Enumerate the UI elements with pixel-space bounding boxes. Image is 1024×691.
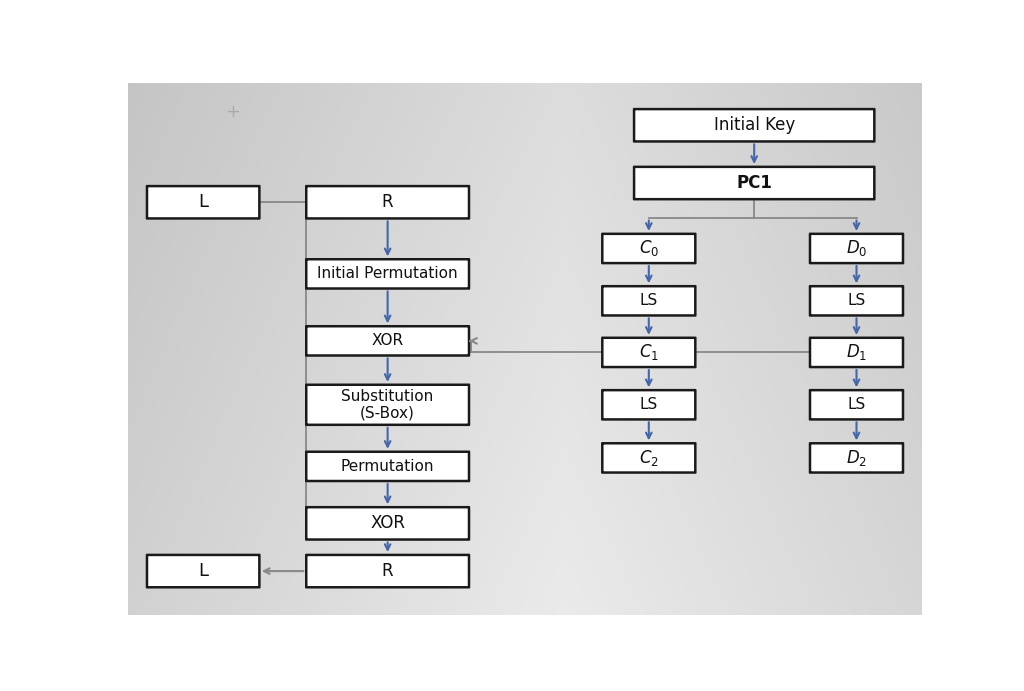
- Text: LS: LS: [640, 294, 658, 308]
- FancyBboxPatch shape: [810, 444, 903, 473]
- FancyBboxPatch shape: [147, 555, 259, 587]
- FancyBboxPatch shape: [306, 452, 469, 481]
- Text: LS: LS: [640, 397, 658, 413]
- FancyBboxPatch shape: [634, 167, 874, 199]
- Text: Permutation: Permutation: [341, 459, 434, 474]
- Text: LS: LS: [848, 294, 865, 308]
- FancyBboxPatch shape: [602, 234, 695, 263]
- Text: XOR: XOR: [370, 514, 406, 532]
- FancyBboxPatch shape: [306, 385, 469, 425]
- Text: $D_{0}$: $D_{0}$: [846, 238, 867, 258]
- FancyBboxPatch shape: [306, 259, 469, 289]
- FancyBboxPatch shape: [306, 507, 469, 540]
- FancyBboxPatch shape: [602, 390, 695, 419]
- FancyBboxPatch shape: [306, 326, 469, 355]
- FancyBboxPatch shape: [634, 109, 874, 142]
- FancyBboxPatch shape: [147, 186, 259, 218]
- FancyBboxPatch shape: [306, 186, 469, 218]
- FancyBboxPatch shape: [306, 555, 469, 587]
- Text: Initial Permutation: Initial Permutation: [317, 266, 458, 281]
- Text: Initial Key: Initial Key: [714, 116, 795, 134]
- Text: PC1: PC1: [736, 174, 772, 192]
- Text: L: L: [199, 193, 208, 211]
- Text: LS: LS: [848, 397, 865, 413]
- FancyBboxPatch shape: [810, 234, 903, 263]
- FancyBboxPatch shape: [602, 444, 695, 473]
- Text: R: R: [382, 562, 393, 580]
- Text: L: L: [199, 562, 208, 580]
- Text: $C_{2}$: $C_{2}$: [639, 448, 658, 468]
- Text: $D_{1}$: $D_{1}$: [846, 343, 867, 362]
- Text: $C_{1}$: $C_{1}$: [639, 343, 658, 362]
- Text: R: R: [382, 193, 393, 211]
- FancyBboxPatch shape: [602, 286, 695, 316]
- Text: $D_{2}$: $D_{2}$: [846, 448, 867, 468]
- Text: XOR: XOR: [372, 333, 403, 348]
- Text: +: +: [225, 103, 240, 121]
- FancyBboxPatch shape: [602, 338, 695, 367]
- Text: Substitution
(S-Box): Substitution (S-Box): [341, 388, 434, 421]
- FancyBboxPatch shape: [810, 338, 903, 367]
- FancyBboxPatch shape: [810, 286, 903, 316]
- FancyBboxPatch shape: [810, 390, 903, 419]
- Text: $C_{0}$: $C_{0}$: [639, 238, 658, 258]
